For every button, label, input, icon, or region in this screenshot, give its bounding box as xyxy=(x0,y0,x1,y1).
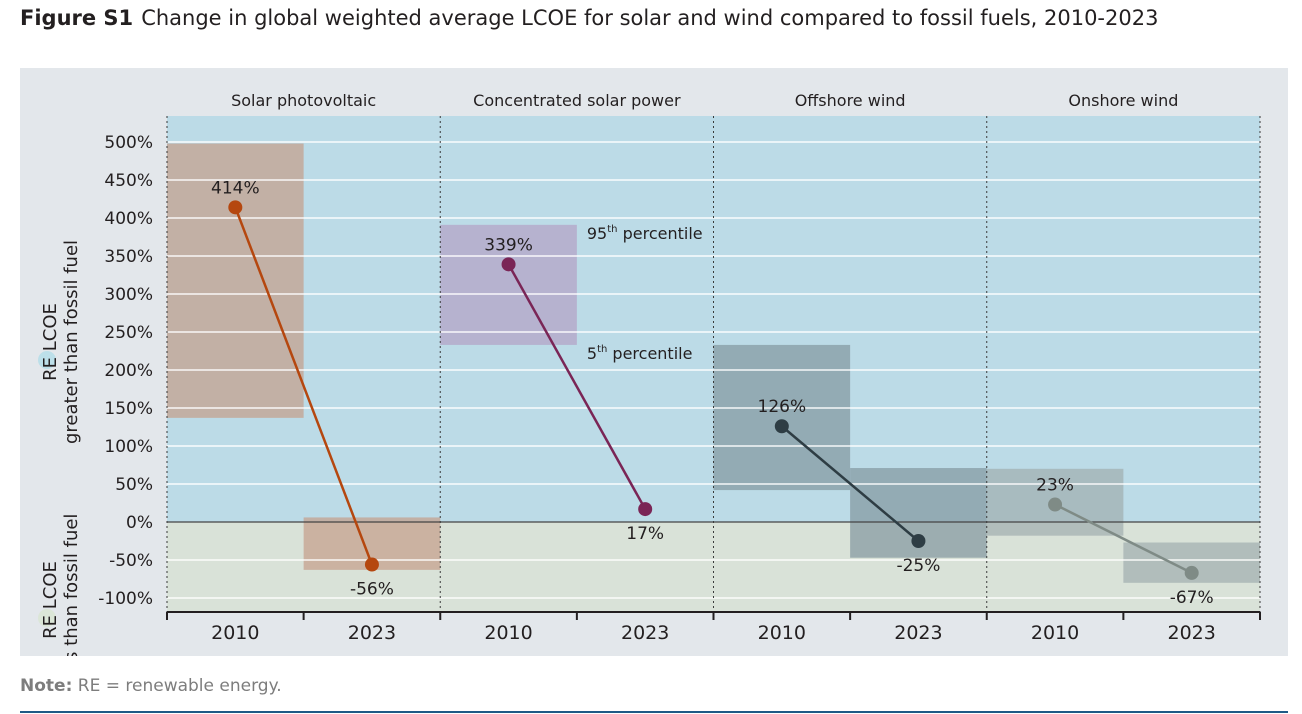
figure-caption: Change in global weighted average LCOE f… xyxy=(141,6,1159,30)
panel-title: Solar photovoltaic xyxy=(231,91,376,110)
zone-label-below: RE LCOE less than fossil fuel xyxy=(40,514,82,656)
footer-rule xyxy=(20,711,1288,713)
data-label: 17% xyxy=(626,524,664,544)
range-box xyxy=(440,224,577,345)
x-tick-label: 2010 xyxy=(1031,622,1079,644)
y-tick-label: 100% xyxy=(104,437,153,457)
series-line xyxy=(234,206,374,566)
x-tick-label: 2010 xyxy=(484,622,532,644)
zone-label-above-dot xyxy=(38,351,56,369)
zone-label-below-line1: RE LCOE xyxy=(40,561,61,639)
note: Note: RE = renewable energy. xyxy=(20,676,282,696)
data-label: -25% xyxy=(896,556,940,576)
range-box xyxy=(713,344,851,491)
zone-label-above: RE LCOE greater than fossil fuel xyxy=(40,240,82,444)
y-tick-label: 450% xyxy=(104,171,153,191)
data-label: 414% xyxy=(211,178,260,198)
data-point xyxy=(638,502,653,517)
y-tick-label: 150% xyxy=(104,399,153,419)
figure-title: Figure S1 Change in global weighted avera… xyxy=(20,6,1158,30)
figure-label: Figure S1 xyxy=(20,6,134,30)
y-tick-label: 350% xyxy=(104,247,153,267)
y-tick-label: -50% xyxy=(109,551,153,571)
panel-title: Onshore wind xyxy=(1068,91,1178,110)
y-tick-label: -100% xyxy=(98,589,153,609)
data-point xyxy=(911,534,926,548)
x-tick-label: 2010 xyxy=(758,622,806,644)
note-label: Note: xyxy=(20,676,73,696)
x-tick-label: 2023 xyxy=(621,622,669,644)
chart-panel: 500% 450% 400% 350% 300% 250% 200% 150% 100% 50% 0… xyxy=(20,68,1288,656)
data-point xyxy=(228,200,243,215)
range-box xyxy=(167,143,304,418)
zone-label-below-line2: less than fossil fuel xyxy=(61,514,82,656)
lcoe-chart: 500% 450% 400% 350% 300% 250% 200% 150% 100% 50% 0… xyxy=(38,91,1261,656)
y-tick-label: 400% xyxy=(104,209,153,229)
data-label: -67% xyxy=(1170,588,1214,608)
x-tick-label: 2023 xyxy=(1168,622,1216,644)
y-tick-label: 0% xyxy=(126,513,153,533)
y-tick-label: 200% xyxy=(104,361,153,381)
data-point xyxy=(364,557,379,572)
zone-label-above-line2: greater than fossil fuel xyxy=(61,240,82,444)
y-tick-label: 300% xyxy=(104,285,153,305)
data-label: -56% xyxy=(350,580,394,600)
series-line xyxy=(507,263,647,510)
panel-title: Concentrated solar power xyxy=(473,91,681,110)
zone-label-below-dot xyxy=(38,609,56,627)
y-tick-label: 250% xyxy=(104,323,153,343)
percentile-95-label: 95th percentile xyxy=(587,224,703,243)
series-line xyxy=(1054,503,1193,575)
x-tick-label: 2010 xyxy=(211,622,259,644)
percentile-5-label: 5th percentile xyxy=(587,344,693,363)
y-tick-label: 500% xyxy=(104,133,153,153)
data-point xyxy=(774,419,789,434)
data-point xyxy=(1184,565,1199,580)
series-line xyxy=(781,425,920,542)
note-text: RE = renewable energy. xyxy=(77,676,282,696)
x-tick-label: 2023 xyxy=(894,622,942,644)
data-label: 23% xyxy=(1036,476,1074,496)
data-label: 126% xyxy=(758,397,807,417)
data-label: 339% xyxy=(484,235,533,255)
zone-label-above-line1: RE LCOE xyxy=(40,303,61,381)
data-point xyxy=(501,257,516,272)
data-point xyxy=(1048,497,1063,512)
x-tick-label: 2023 xyxy=(348,622,396,644)
panel-title: Offshore wind xyxy=(795,91,906,110)
y-tick-label: 50% xyxy=(115,475,153,495)
